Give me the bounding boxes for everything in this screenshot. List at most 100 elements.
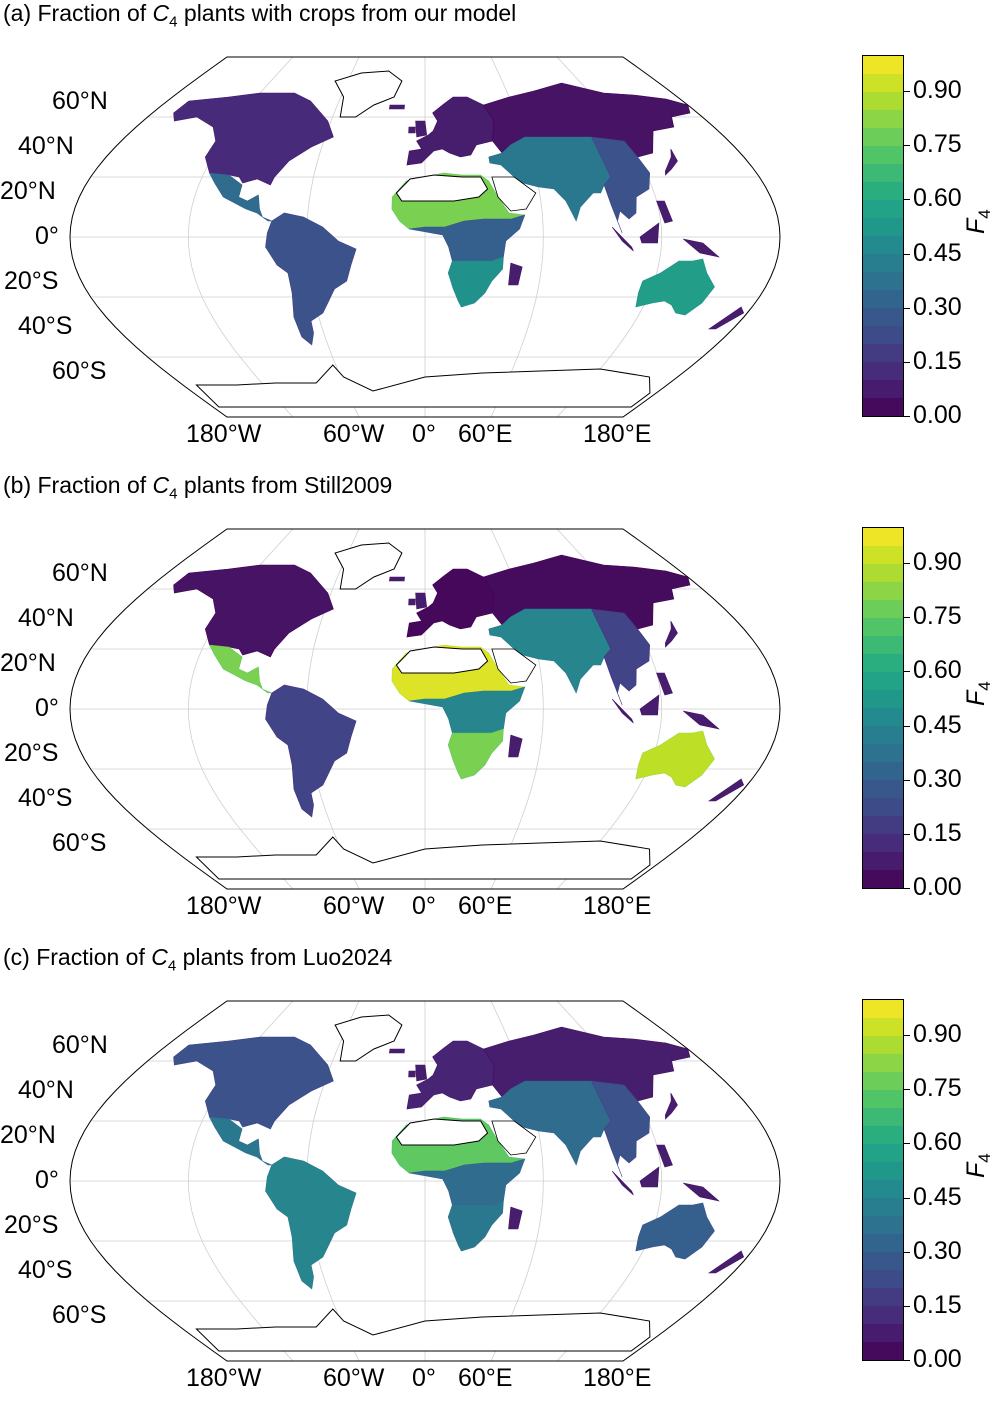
latitude-label: 40°N xyxy=(18,1076,74,1104)
colorbar-level xyxy=(863,361,903,380)
colorbar-level xyxy=(863,1341,903,1360)
island xyxy=(408,1070,416,1078)
colorbar-level xyxy=(863,271,903,290)
colorbar-tick-label: 0.75 xyxy=(913,602,962,631)
map-outline xyxy=(69,528,781,890)
island xyxy=(388,576,405,582)
colorbar-level xyxy=(863,1071,903,1090)
map-outline xyxy=(69,56,781,418)
colorbar-level xyxy=(863,779,903,798)
island xyxy=(664,620,678,648)
region-central-africa xyxy=(409,686,526,734)
panel-title-prefix: (b) Fraction of xyxy=(3,472,153,498)
colorbar-level xyxy=(863,563,903,582)
colorbar-tick-label: 0.30 xyxy=(913,1236,962,1265)
latitude-label: 0° xyxy=(35,1166,59,1194)
region-south-america xyxy=(265,1156,357,1290)
colorbar-level xyxy=(863,1035,903,1054)
island xyxy=(611,1170,634,1196)
region-central-america xyxy=(208,644,272,694)
region-south-america xyxy=(265,212,357,346)
panel-title-suffix: plants from Luo2024 xyxy=(176,944,393,970)
panel-title-variable: C xyxy=(152,0,170,26)
colorbar-tick xyxy=(904,779,910,781)
region-southeast-asia xyxy=(590,1080,651,1178)
colorbar-tick-label: 0.90 xyxy=(913,548,962,577)
panel-title: (c) Fraction of C4 plants from Luo2024 xyxy=(3,944,392,975)
colorbar-level xyxy=(863,199,903,218)
colorbar-level xyxy=(863,653,903,672)
colorbar-tick xyxy=(904,1305,910,1307)
region-greenland xyxy=(334,542,403,590)
colorbar-level xyxy=(863,1197,903,1216)
colorbar-level xyxy=(863,617,903,636)
longitude-label: 60°E xyxy=(458,892,513,920)
colorbar-tick xyxy=(904,888,910,889)
colorbar-tick-label: 0.45 xyxy=(913,238,962,267)
desert-no-data xyxy=(395,646,489,674)
latitude-label: 60°N xyxy=(52,559,108,587)
colorbar-tick xyxy=(904,1143,910,1145)
colorbar-title: F4 xyxy=(962,209,995,234)
colorbar-level xyxy=(863,379,903,398)
colorbar-tick xyxy=(904,361,910,363)
panel-title-subscript: 4 xyxy=(169,13,178,31)
colorbar-tick-label: 0.60 xyxy=(913,184,962,213)
longitude-label: 180°W xyxy=(186,420,262,448)
colorbar-tick-label: 0.90 xyxy=(913,1020,962,1049)
region-greenland xyxy=(334,70,403,118)
region-southern-africa xyxy=(447,1200,504,1252)
island xyxy=(683,238,720,258)
island xyxy=(683,1182,720,1202)
map-outline xyxy=(69,1000,781,1362)
latitude-label: 20°N xyxy=(0,177,56,205)
colorbar-tick xyxy=(904,1089,910,1091)
longitude-label: 180°E xyxy=(583,892,652,920)
latitude-label: 40°S xyxy=(18,784,73,812)
island xyxy=(656,200,673,224)
region-antarctica xyxy=(195,364,651,408)
panel-title-subscript: 4 xyxy=(169,485,178,503)
world-map xyxy=(69,56,781,418)
region-southern-africa xyxy=(447,256,504,308)
island xyxy=(388,104,405,110)
island xyxy=(415,592,428,610)
region-south-america xyxy=(265,684,357,818)
island xyxy=(683,710,720,730)
latitude-label: 60°S xyxy=(52,829,107,857)
colorbar-tick xyxy=(904,833,910,835)
colorbar-tick-label: 0.15 xyxy=(913,346,962,375)
longitude-label: 60°W xyxy=(323,1364,385,1392)
colorbar-variable: F xyxy=(962,1162,990,1178)
longitude-label: 0° xyxy=(412,1364,436,1392)
colorbar-level xyxy=(863,635,903,654)
colorbar-level xyxy=(863,1251,903,1270)
longitude-label: 60°E xyxy=(458,420,513,448)
colorbar-tick xyxy=(904,91,910,93)
panel-title: (a) Fraction of C4 plants with crops fro… xyxy=(3,0,516,31)
colorbar-tick-label: 0.90 xyxy=(913,76,962,105)
region-europe xyxy=(406,1040,495,1110)
colorbar-variable-subscript: 4 xyxy=(975,209,994,219)
colorbar-tick-label: 0.45 xyxy=(913,1182,962,1211)
colorbar-level xyxy=(863,325,903,344)
colorbar-level xyxy=(863,1161,903,1180)
region-antarctica xyxy=(195,836,651,880)
colorbar-level xyxy=(863,145,903,164)
latitude-label: 60°N xyxy=(52,87,108,115)
island xyxy=(611,698,634,724)
panel-title-suffix: plants from Still2009 xyxy=(177,472,393,498)
colorbar-tick xyxy=(904,725,910,727)
colorbar-level xyxy=(863,109,903,128)
island xyxy=(388,1048,405,1054)
island xyxy=(415,1064,428,1082)
colorbar-level xyxy=(863,55,903,74)
latitude-label: 0° xyxy=(35,222,59,250)
desert-no-data xyxy=(395,174,489,202)
region-india xyxy=(488,1080,612,1166)
longitude-label: 0° xyxy=(412,420,436,448)
colorbar-tick-label: 0.30 xyxy=(913,764,962,793)
longitude-label: 0° xyxy=(412,892,436,920)
colorbar-tick-label: 0.00 xyxy=(913,1345,962,1373)
colorbar-variable: F xyxy=(962,690,990,706)
